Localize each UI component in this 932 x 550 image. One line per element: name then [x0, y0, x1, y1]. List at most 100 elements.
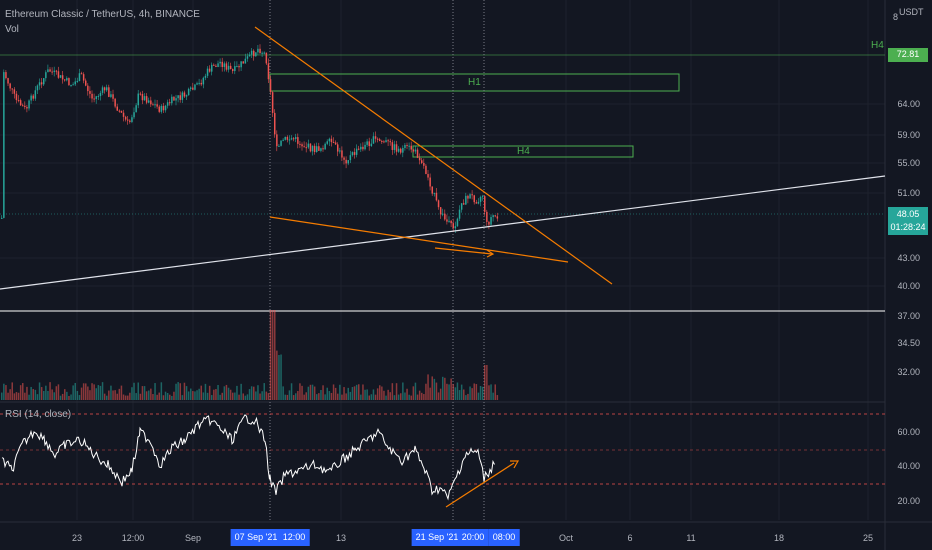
candle-body	[479, 196, 482, 202]
volume-bar	[49, 382, 51, 400]
candle-body	[206, 68, 209, 76]
candle-body	[255, 52, 257, 57]
candle-body	[106, 87, 108, 91]
candle-body	[414, 149, 417, 152]
volume-bar	[324, 394, 326, 400]
candle-body	[229, 65, 232, 70]
volume-bar	[72, 385, 74, 400]
candle-body	[376, 138, 379, 140]
volume-bar	[89, 390, 91, 400]
candle-body	[43, 78, 45, 85]
volume-bar	[284, 394, 286, 400]
candle-body	[22, 105, 24, 107]
time-tick: 11	[686, 533, 696, 543]
time-tick: 23	[71, 533, 83, 543]
candle-body	[38, 82, 41, 86]
candle-body	[341, 150, 343, 158]
candle-body	[61, 75, 64, 80]
candle-body	[3, 72, 5, 218]
candle-body	[290, 138, 293, 140]
volume-bar	[463, 389, 465, 400]
candle-body	[397, 148, 400, 152]
candle-body	[421, 160, 423, 163]
volume-bar	[458, 390, 461, 400]
candle-body	[437, 200, 440, 208]
volume-bar	[208, 385, 211, 400]
volume-bar	[87, 386, 89, 400]
volume-bar	[303, 394, 305, 400]
candle-body	[452, 223, 454, 229]
volume-bar	[418, 390, 421, 400]
candle-body	[175, 98, 177, 101]
candle-body	[135, 105, 137, 113]
symbol-title[interactable]: Ethereum Classic / TetherUS, 4h, BINANCE	[5, 9, 200, 20]
volume-bar	[473, 383, 475, 400]
candle-body	[416, 149, 419, 158]
candle-body	[450, 220, 452, 224]
volume-bar	[429, 387, 431, 400]
volume-bar	[383, 390, 385, 400]
candle-body	[311, 145, 314, 152]
highlight-time-1: 12:00	[278, 529, 310, 546]
volume-bar	[5, 385, 7, 400]
volume-bar	[400, 393, 402, 400]
volume-bar	[274, 310, 276, 400]
volume-bar	[322, 385, 324, 400]
candle-body	[127, 119, 129, 121]
rsi-label[interactable]: RSI (14, close)	[5, 409, 72, 420]
candle-body	[55, 70, 58, 72]
volume-bar	[173, 391, 175, 400]
highlight-time-2: 20:00	[457, 529, 489, 546]
volume-bar	[24, 392, 26, 400]
candle-body	[17, 100, 20, 102]
volume-label[interactable]: Vol	[5, 24, 19, 35]
descending-trendline-lower[interactable]	[269, 216, 569, 263]
volume-bar	[421, 392, 423, 400]
candle-body	[389, 141, 391, 143]
support-trendline[interactable]	[0, 175, 886, 290]
candle-body	[145, 96, 148, 103]
descending-trendline-upper[interactable]	[254, 26, 613, 285]
rsi-tick: 60.00	[897, 427, 920, 437]
candle-body	[28, 100, 30, 109]
candle-body	[76, 80, 79, 82]
volume-bar	[265, 391, 268, 400]
volume-bar	[343, 387, 345, 400]
candle-body	[288, 139, 291, 141]
volume-bar	[387, 389, 389, 400]
price-arrow-line[interactable]	[434, 247, 493, 255]
volume-bar	[397, 394, 400, 400]
candle-body	[11, 88, 13, 90]
time-tick: Sep	[184, 533, 202, 543]
candle-body	[269, 79, 272, 93]
candle-body	[322, 148, 324, 150]
volume-bar	[47, 390, 49, 400]
volume-bar	[204, 383, 207, 400]
volume-bar	[61, 393, 64, 400]
candle-body	[494, 215, 496, 217]
candle-body	[355, 148, 358, 155]
rsi-divergence-line[interactable]	[445, 462, 515, 508]
volume-bar	[110, 385, 112, 400]
volume-bar	[278, 354, 280, 400]
candle-body	[183, 92, 186, 97]
candle-body	[265, 52, 268, 64]
candle-body	[448, 220, 450, 222]
volume-bar	[238, 394, 240, 400]
volume-bar	[454, 387, 457, 400]
candle-body	[40, 82, 43, 85]
candle-body	[286, 136, 289, 140]
volume-bar	[288, 390, 291, 400]
current-price-badge: 48.05	[896, 209, 920, 219]
candle-body	[465, 195, 467, 205]
volume-bar	[446, 383, 448, 400]
volume-bar	[316, 394, 318, 400]
volume-bar	[45, 385, 47, 400]
candle-body	[284, 136, 286, 140]
candle-body	[280, 140, 282, 146]
volume-bar	[135, 393, 137, 400]
volume-bar	[38, 382, 41, 400]
candle-body	[169, 102, 171, 104]
volume-bar	[112, 390, 114, 400]
